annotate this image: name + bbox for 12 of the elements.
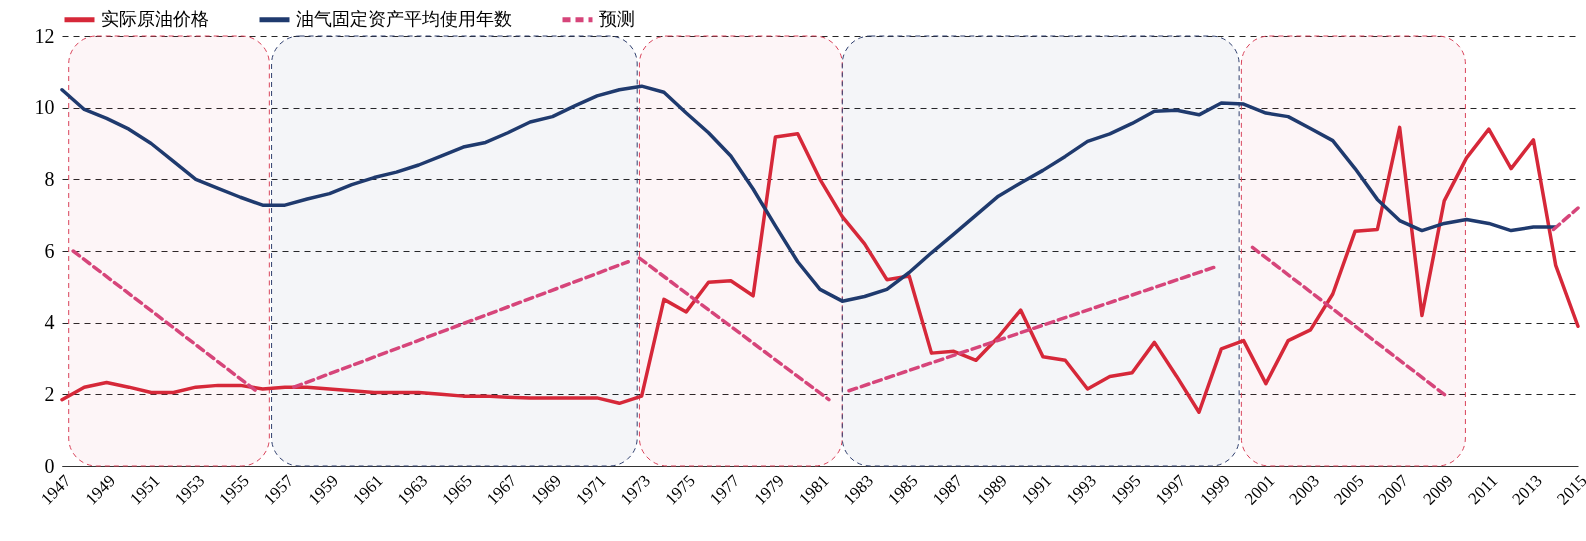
line-series <box>60 84 1558 303</box>
y-tick-label: 2 <box>44 382 55 405</box>
legend-label: 预测 <box>599 8 635 29</box>
legend-label: 油气固定资产平均使用年数 <box>296 8 512 29</box>
y-tick-label: 8 <box>44 167 55 190</box>
y-tick-label: 4 <box>44 311 55 334</box>
line-series <box>60 125 1580 414</box>
y-tick-label: 6 <box>44 239 55 262</box>
y-tick-label: 0 <box>44 454 55 477</box>
legend-label: 实际原油价格 <box>101 8 209 29</box>
y-tick-label: 10 <box>34 96 55 119</box>
y-tick-label: 12 <box>34 24 55 47</box>
